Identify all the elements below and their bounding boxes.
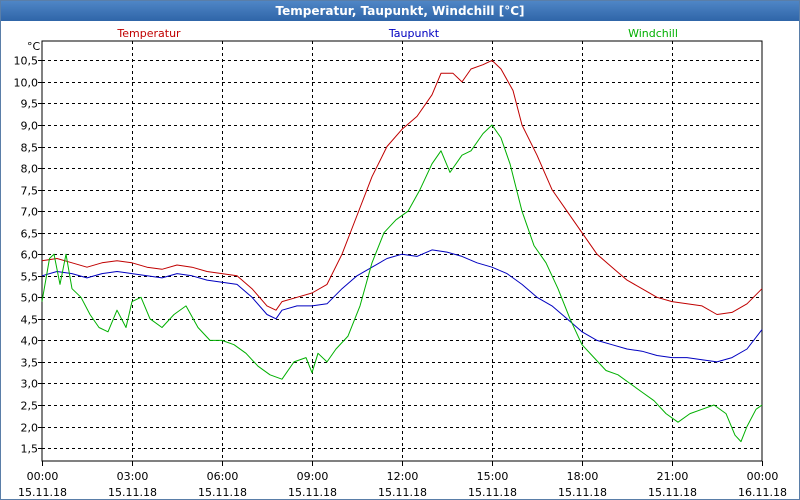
x-tick-time: 15:00 (477, 470, 509, 483)
x-tick-date: 15.11.18 (288, 486, 337, 499)
y-tick-label: 7,5 (21, 185, 39, 198)
x-tick-time: 21:00 (657, 470, 689, 483)
x-tick-time: 12:00 (387, 470, 419, 483)
y-tick-label: 10,0 (14, 77, 39, 90)
y-tick-label: 7,0 (21, 206, 39, 219)
x-tick-date: 15.11.18 (108, 486, 157, 499)
x-tick-date: 15.11.18 (648, 486, 697, 499)
y-tick-label: 8,0 (21, 163, 39, 176)
x-tick-time: 00:00 (747, 470, 779, 483)
x-tick-time: 18:00 (567, 470, 599, 483)
y-tick-label: 9,0 (21, 120, 39, 133)
chart-canvas: 1,5 2,0 2,5 3,0 3,5 4,0 4,5 5,0 5,5 6,0 6,5 7,0 7,5 8… (14, 27, 787, 499)
series-lines (41, 59, 763, 443)
y-tick-label: 2,5 (21, 400, 39, 413)
x-tick-date: 16.11.18 (738, 486, 787, 499)
x-tick-date: 15.11.18 (468, 486, 517, 499)
x-tick-time: 03:00 (117, 470, 149, 483)
y-axis: 1,5 2,0 2,5 3,0 3,5 4,0 4,5 5,0 5,5 6,0 6,5 7,0 7,5 8… (14, 55, 42, 456)
y-tick-label: 8,5 (21, 142, 39, 155)
series-line-temperatur (41, 59, 763, 315)
series-line-taupunkt (41, 249, 763, 363)
x-tick-date: 15.11.18 (198, 486, 247, 499)
x-tick-time: 06:00 (207, 470, 239, 483)
chart-title: Temperatur, Taupunkt, Windchill [°C] (1, 1, 799, 21)
x-tick-time: 09:00 (297, 470, 329, 483)
x-axis: 00:00 15.11.18 03:00 15.11.18 06:00 15.11.18 0… (18, 461, 787, 499)
legend-item-temperatur: Temperatur (116, 27, 181, 40)
y-tick-label: 5,5 (21, 271, 39, 284)
series-line-windchill (41, 124, 763, 443)
x-tick-date: 15.11.18 (558, 486, 607, 499)
y-tick-label: 4,5 (21, 314, 39, 327)
y-tick-label: 1,5 (21, 443, 39, 456)
y-tick-label: 3,5 (21, 357, 39, 370)
y-tick-label: 10,5 (14, 55, 39, 68)
y-tick-label: 3,0 (21, 378, 39, 391)
y-tick-label: 2,0 (21, 422, 39, 435)
y-tick-label: 9,5 (21, 98, 39, 111)
x-tick-date: 15.11.18 (18, 486, 67, 499)
y-tick-label: 4,0 (21, 335, 39, 348)
legend-item-taupunkt: Taupunkt (388, 27, 440, 40)
x-tick-time: 00:00 (27, 470, 59, 483)
y-tick-label: 5,0 (21, 292, 39, 305)
legend-item-windchill: Windchill (628, 27, 678, 40)
x-tick-date: 15.11.18 (378, 486, 427, 499)
legend: Temperatur Taupunkt Windchill (116, 27, 678, 40)
y-tick-label: 6,0 (21, 249, 39, 262)
y-axis-unit: °C (27, 40, 41, 53)
y-tick-label: 6,5 (21, 228, 39, 241)
